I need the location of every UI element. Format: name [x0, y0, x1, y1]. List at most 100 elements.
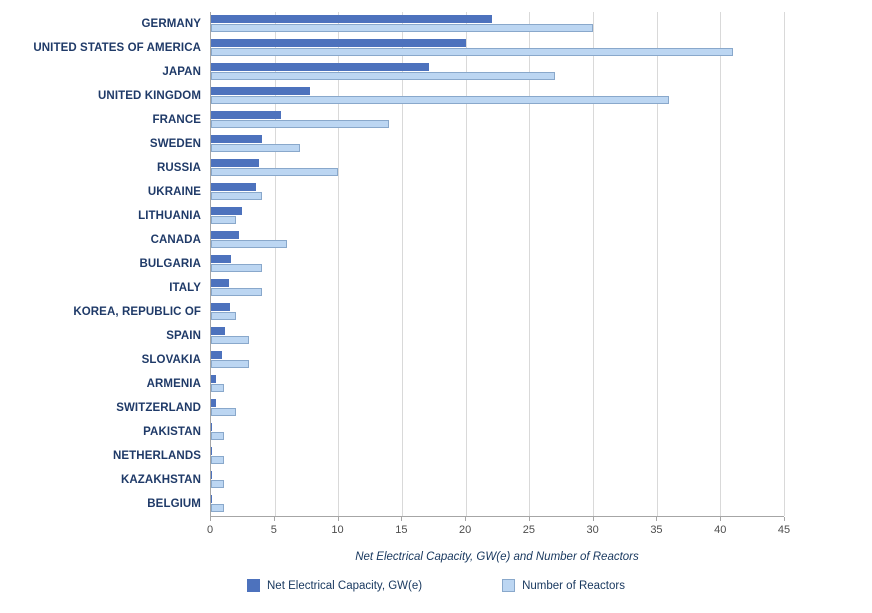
chart-row [211, 372, 784, 396]
capacity-bar [211, 327, 225, 335]
reactors-bar [211, 216, 237, 224]
category-label: SWITZERLAND [116, 402, 201, 414]
chart-row [211, 156, 784, 180]
capacity-bar [211, 279, 229, 287]
category-label: KOREA, REPUBLIC OF [73, 306, 201, 318]
category-label: UNITED STATES OF AMERICA [33, 42, 201, 54]
reactors-bar [211, 456, 224, 464]
axis-tick [401, 517, 403, 521]
axis-tick [656, 517, 658, 521]
chart-row [211, 444, 784, 468]
reactors-bar [211, 360, 250, 368]
axis-tick [273, 517, 275, 521]
chart-row [211, 300, 784, 324]
axis-tick [528, 517, 530, 521]
axis-tick [720, 517, 722, 521]
category-label: SLOVAKIA [141, 354, 201, 366]
category-label: PAKISTAN [143, 426, 201, 438]
chart-row [211, 60, 784, 84]
chart-row [211, 324, 784, 348]
chart-row [211, 228, 784, 252]
legend-swatch [502, 579, 516, 592]
category-label: UKRAINE [147, 186, 201, 198]
axis-tick-label: 20 [458, 524, 472, 536]
chart-row [211, 36, 784, 60]
chart-row [211, 396, 784, 420]
reactors-bar [211, 48, 734, 56]
x-axis-row: 0 5 10 15 20 25 30 35 40 45 [0, 517, 872, 543]
category-label: FRANCE [152, 114, 201, 126]
capacity-bar [211, 183, 256, 191]
capacity-bar [211, 111, 282, 119]
category-label: CANADA [150, 234, 201, 246]
category-label: BELGIUM [147, 498, 201, 510]
chart-row [211, 468, 784, 492]
category-label: UNITED KINGDOM [98, 90, 201, 102]
capacity-bar [211, 87, 311, 95]
capacity-bar [211, 255, 232, 263]
reactors-bar [211, 192, 262, 200]
reactors-bar [211, 432, 224, 440]
reactors-bar [211, 96, 670, 104]
gridline [402, 12, 403, 516]
axis-tick [592, 517, 594, 521]
gridline [784, 12, 785, 516]
axis-tick-label: 30 [586, 524, 599, 536]
capacity-bar [211, 399, 217, 407]
chart-row [211, 12, 784, 36]
capacity-bar [211, 375, 217, 383]
reactors-bar [211, 504, 224, 512]
category-label: JAPAN [162, 66, 201, 78]
category-label: KAZAKHSTAN [120, 474, 201, 486]
capacity-bar [211, 351, 223, 359]
axis-tick [210, 517, 211, 521]
x-axis: 0 5 10 15 20 25 30 35 40 45 [206, 517, 790, 543]
category-label: ARMENIA [146, 378, 201, 390]
capacity-bar [211, 231, 239, 239]
capacity-bar [211, 447, 212, 455]
category-label: BULGARIA [139, 258, 201, 270]
gridline [720, 12, 722, 516]
capacity-bar [211, 15, 493, 23]
axis-tick-label: 0 [206, 524, 214, 536]
capacity-bar [211, 135, 262, 143]
chart-row [211, 420, 784, 444]
x-axis-spacer [0, 517, 210, 543]
legend-swatch [247, 579, 260, 592]
gridline [338, 12, 340, 516]
category-label: LITHUANIA [138, 210, 201, 222]
chart-row [211, 132, 784, 156]
reactors-bar [211, 408, 237, 416]
legend-item: Number of Reactors [502, 579, 625, 592]
capacity-bar [211, 423, 213, 431]
gridline [529, 12, 531, 516]
axis-tick-label: 40 [714, 524, 727, 536]
axis-tick [337, 517, 339, 521]
reactors-bar [211, 336, 250, 344]
chart-row [211, 108, 784, 132]
reactors-bar [211, 168, 339, 176]
capacity-bar [211, 159, 260, 167]
gridline [593, 12, 594, 516]
capacity-bar [211, 39, 466, 47]
reactors-bar [211, 144, 301, 152]
reactors-bar [211, 480, 224, 488]
legend-label: Net Electrical Capacity, GW(e) [267, 579, 423, 592]
reactors-bar [211, 312, 237, 320]
category-label: SPAIN [166, 330, 201, 342]
capacity-bar [211, 303, 231, 311]
axis-tick [784, 517, 785, 521]
axis-tick-label: 25 [522, 524, 535, 536]
chart-row [211, 252, 784, 276]
category-label: SWEDEN [149, 138, 201, 150]
plot-area: GERMANY UNITED STATES OF AMERICA JAPAN UNIT… [0, 12, 872, 517]
legend-item: Net Electrical Capacity, GW(e) [247, 579, 422, 592]
capacity-bar [211, 471, 212, 479]
chart-row [211, 180, 784, 204]
reactors-bar [211, 384, 224, 392]
gridline [274, 12, 276, 516]
gridline [465, 12, 467, 516]
bars-area [210, 12, 785, 517]
legend: Net Electrical Capacity, GW(e) Number of … [0, 579, 872, 592]
